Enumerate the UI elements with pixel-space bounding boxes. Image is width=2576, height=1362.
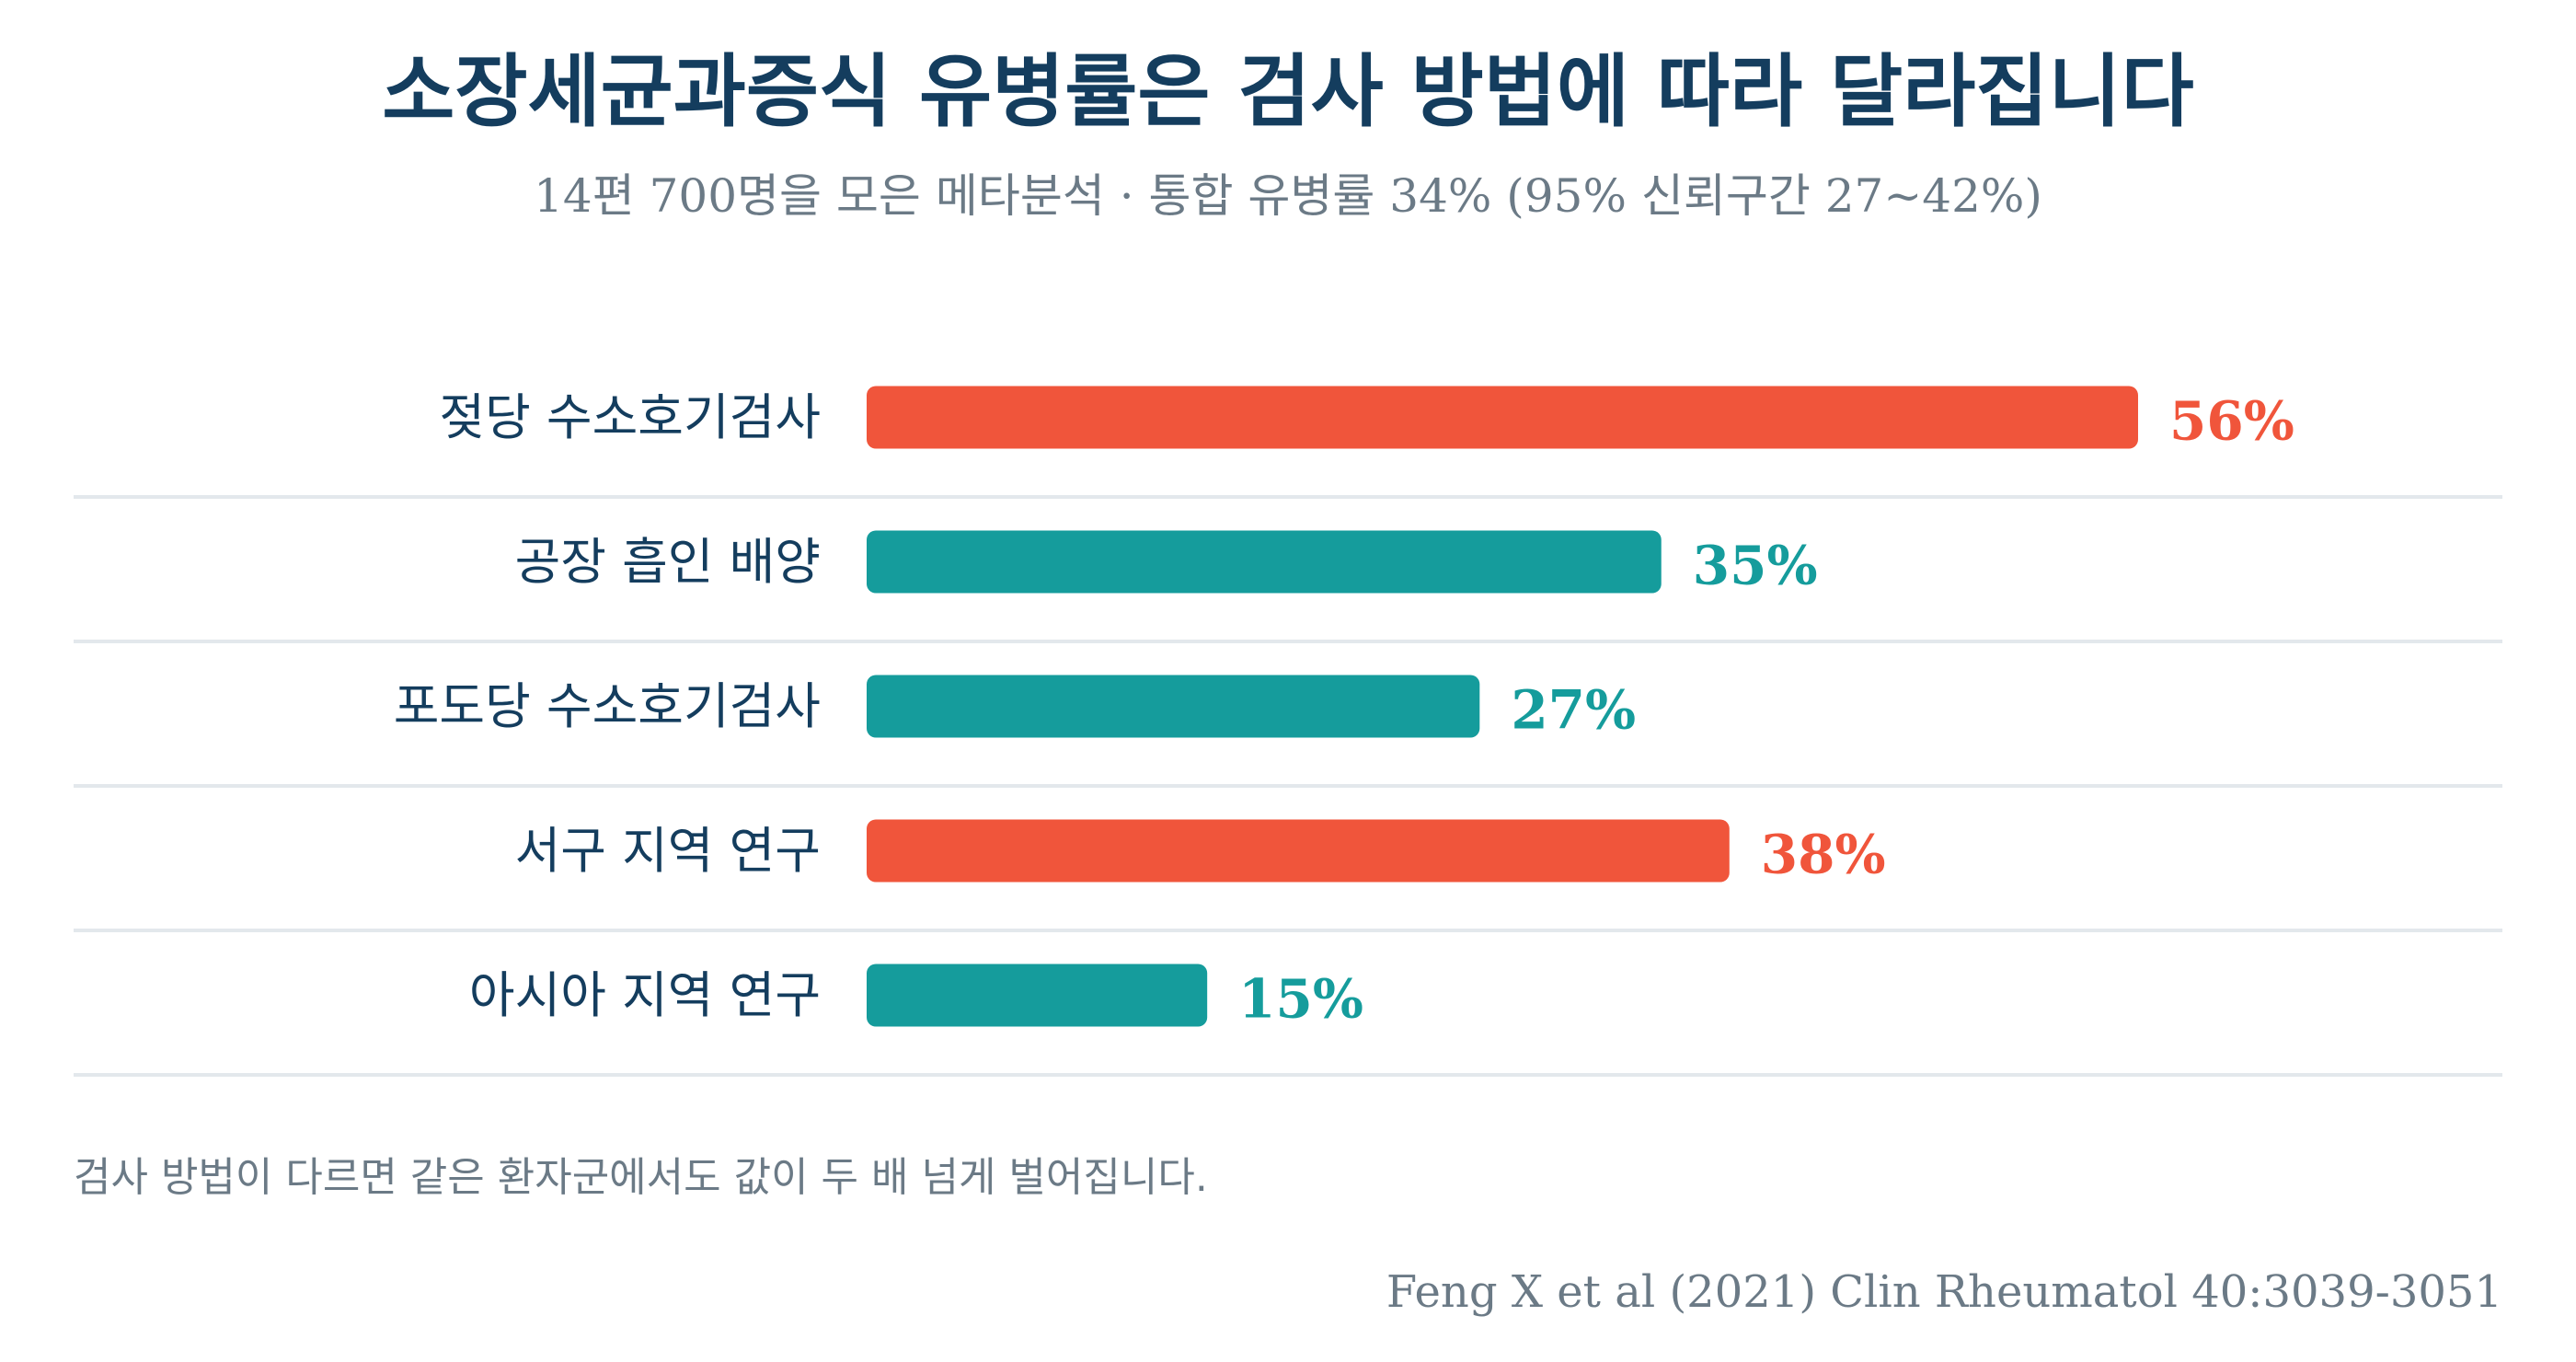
- footnote: 검사 방법이 다르면 같은 환자군에서도 값이 두 배 넘게 벌어집니다.: [74, 1154, 1208, 1201]
- value-label: 27%: [1511, 679, 1636, 742]
- bar: [867, 675, 1480, 738]
- value-label: 56%: [2169, 390, 2294, 453]
- bar: [867, 964, 1208, 1027]
- chart-subtitle: 14편 700명을 모은 메타분석 · 통합 유병률 34% (95% 신뢰구간…: [534, 169, 2042, 223]
- value-label: 35%: [1693, 535, 1818, 597]
- bar: [867, 819, 1730, 883]
- value-label: 38%: [1761, 824, 1886, 886]
- source-citation: Feng X et al (2021) Clin Rheumatol 40:30…: [1386, 1266, 2502, 1318]
- category-label: 공장 흡인 배양: [515, 533, 821, 591]
- bar: [867, 530, 1662, 594]
- value-label: 15%: [1238, 968, 1363, 1031]
- chart-title: 소장세균과증식 유병률은 검사 방법에 따라 달라집니다: [382, 46, 2194, 138]
- category-label: 젖당 수소호기검사: [439, 388, 821, 446]
- category-label: 아시아 지역 연구: [469, 966, 821, 1024]
- bar: [867, 386, 2138, 449]
- category-label: 포도당 수소호기검사: [394, 677, 821, 735]
- category-label: 서구 지역 연구: [515, 822, 821, 880]
